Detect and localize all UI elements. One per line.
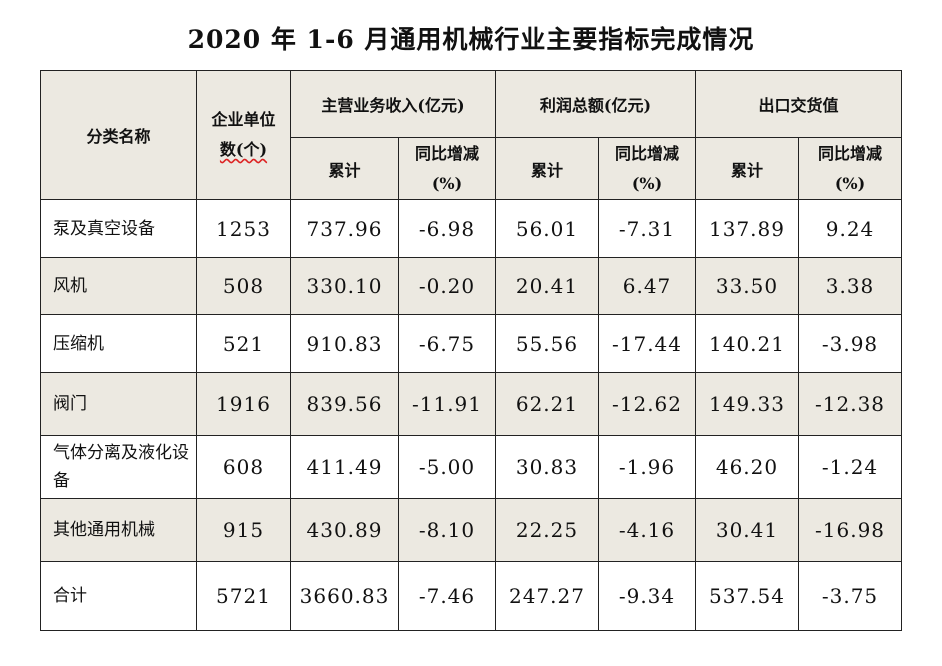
row-name-cell: 泵及真空设备 <box>40 199 197 258</box>
value-cell-profit-yoy: -12.62 <box>598 372 696 436</box>
yoy-unit: (%) <box>431 173 463 193</box>
value-cell-rev-yoy: -5.00 <box>398 435 496 499</box>
header-units: 企业单位 数(个) <box>196 70 291 200</box>
value-cell-export-yoy: -16.98 <box>797 498 903 562</box>
row-name-cell: 气体分离及液化设备 <box>40 435 197 499</box>
table-row: 其他通用机械 915 430.89 -8.10 22.25 -4.16 30.41 -16.9… <box>40 498 903 562</box>
value-cell-rev-yoy: -7.46 <box>398 561 496 631</box>
value-cell-export-yoy: -3.75 <box>797 561 903 631</box>
table-row: 压缩机 521 910.83 -6.75 55.56 -17.44 140.21 -3.98 <box>40 314 903 373</box>
table-row: 风机 508 330.10 -0.20 20.41 6.47 33.50 3.38 <box>40 257 903 315</box>
value-cell-export: 137.89 <box>695 199 799 258</box>
header-export: 出口交货值 <box>694 70 903 138</box>
value-cell-units: 1253 <box>196 199 291 258</box>
value-cell-units: 5721 <box>196 561 291 631</box>
value-cell-profit: 56.01 <box>495 199 599 258</box>
value-cell-export-yoy: 9.24 <box>797 199 903 258</box>
value-cell-units: 508 <box>196 257 291 315</box>
value-cell-export-yoy: -1.24 <box>797 435 903 499</box>
yoy-label: 同比增减 <box>818 143 883 163</box>
value-cell-rev: 330.10 <box>290 257 399 315</box>
value-cell-units: 1916 <box>196 372 291 436</box>
value-cell-rev: 3660.83 <box>290 561 399 631</box>
header-row-1: 分类名称 企业单位 数(个) 主营业务收入(亿元) 利润总额(亿元) 出口交货值 <box>40 70 903 200</box>
header-units-line2: 数(个) <box>219 140 268 159</box>
header-units-line1: 企业单位 <box>211 110 276 129</box>
row-name-cell: 风机 <box>40 257 197 315</box>
value-cell-rev: 737.96 <box>290 199 399 258</box>
yoy-unit: (%) <box>834 173 866 193</box>
value-cell-rev-yoy: -6.98 <box>398 199 496 258</box>
value-cell-rev-yoy: -11.91 <box>398 372 496 436</box>
value-cell-profit: 247.27 <box>495 561 599 631</box>
value-cell-profit-yoy: -7.31 <box>598 199 696 258</box>
value-cell-export: 140.21 <box>695 314 799 373</box>
value-cell-rev-yoy: -8.10 <box>398 498 496 562</box>
header-revenue-yoy: 同比增减 (%) <box>398 137 496 200</box>
row-name-cell: 阀门 <box>40 372 197 436</box>
value-cell-units: 915 <box>196 498 291 562</box>
value-cell-units: 608 <box>196 435 291 499</box>
value-cell-profit-yoy: -1.96 <box>598 435 696 499</box>
value-cell-export: 537.54 <box>695 561 799 631</box>
row-name-cell: 压缩机 <box>40 314 197 373</box>
header-revenue-cumulative: 累计 <box>290 137 399 200</box>
value-cell-profit-yoy: -17.44 <box>598 314 696 373</box>
value-cell-units: 521 <box>196 314 291 373</box>
value-cell-export: 30.41 <box>695 498 799 562</box>
table-row: 泵及真空设备 1253 737.96 -6.98 56.01 -7.31 137.89 9.2… <box>40 199 903 258</box>
value-cell-rev: 839.56 <box>290 372 399 436</box>
value-cell-profit-yoy: -9.34 <box>598 561 696 631</box>
value-cell-rev: 910.83 <box>290 314 399 373</box>
value-cell-export-yoy: -3.98 <box>797 314 903 373</box>
page-title: 2020 年 1-6 月通用机械行业主要指标完成情况 <box>187 25 755 54</box>
value-cell-export: 46.20 <box>695 435 799 499</box>
header-profit-cumulative: 累计 <box>495 137 599 200</box>
value-cell-profit: 22.25 <box>495 498 599 562</box>
yoy-unit: (%) <box>631 173 663 193</box>
value-cell-profit-yoy: 6.47 <box>598 257 696 315</box>
row-name-cell: 合计 <box>40 561 197 631</box>
table-row: 阀门 1916 839.56 -11.91 62.21 -12.62 149.33 -12.3… <box>40 372 903 436</box>
header-category: 分类名称 <box>40 70 197 200</box>
yoy-label: 同比增减 <box>614 143 679 163</box>
header-export-cumulative: 累计 <box>695 137 799 200</box>
value-cell-export-yoy: -12.38 <box>797 372 903 436</box>
header-profit-yoy: 同比增减 (%) <box>598 137 696 200</box>
header-profit: 利润总额(亿元) <box>495 70 696 138</box>
value-cell-export: 33.50 <box>695 257 799 315</box>
yoy-label: 同比增减 <box>414 143 479 163</box>
value-cell-rev: 430.89 <box>290 498 399 562</box>
table-row: 气体分离及液化设备 608 411.49 -5.00 30.83 -1.96 46.20 -1… <box>40 435 903 499</box>
value-cell-rev-yoy: -0.20 <box>398 257 496 315</box>
table-row: 合计 5721 3660.83 -7.46 247.27 -9.34 537.54 -3.75 <box>40 561 903 631</box>
row-name-cell: 其他通用机械 <box>40 498 197 562</box>
value-cell-profit: 30.83 <box>495 435 599 499</box>
value-cell-profit: 20.41 <box>495 257 599 315</box>
header-export-yoy: 同比增减 (%) <box>797 137 903 200</box>
value-cell-rev-yoy: -6.75 <box>398 314 496 373</box>
value-cell-rev: 411.49 <box>290 435 399 499</box>
header-row-2: 累计 同比增减 (%) 累计 同比增减 (%) 累计 同比增减 (%) <box>41 137 903 200</box>
indicators-table: 分类名称 企业单位 数(个) 主营业务收入(亿元) 利润总额(亿元) 出口交货值… <box>40 70 903 631</box>
header-revenue: 主营业务收入(亿元) <box>290 70 496 138</box>
value-cell-export-yoy: 3.38 <box>797 257 903 315</box>
table-body: 泵及真空设备 1253 737.96 -6.98 56.01 -7.31 137.89 9.2… <box>40 199 903 631</box>
value-cell-profit: 62.21 <box>495 372 599 436</box>
value-cell-export: 149.33 <box>695 372 799 436</box>
value-cell-profit: 55.56 <box>495 314 599 373</box>
value-cell-profit-yoy: -4.16 <box>598 498 696 562</box>
